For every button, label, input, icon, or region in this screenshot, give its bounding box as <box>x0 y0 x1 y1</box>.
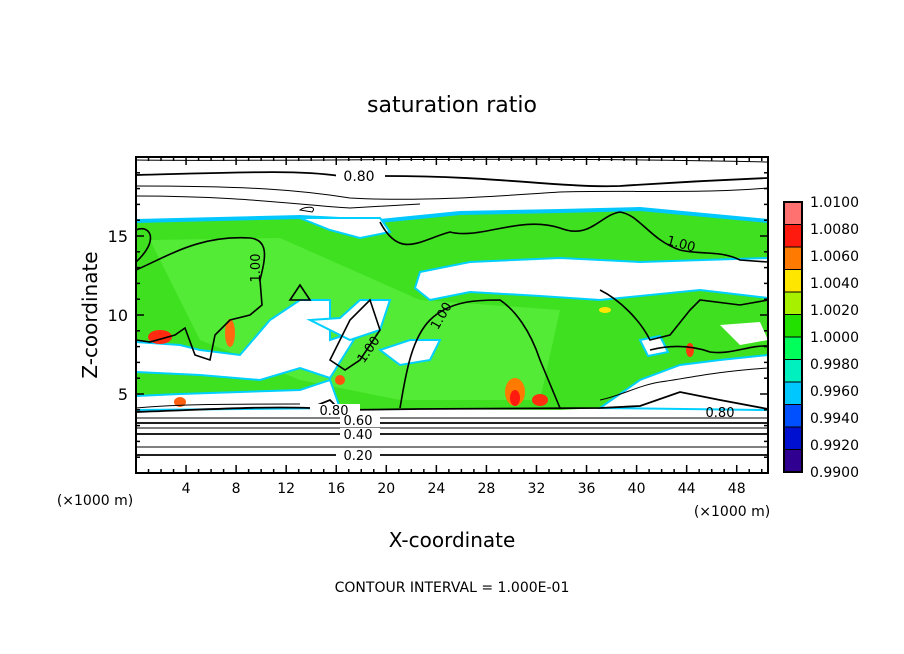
colorbar-segment <box>783 359 803 383</box>
hotspot <box>686 343 694 357</box>
field-gap <box>299 217 392 240</box>
colorbar-segment <box>783 381 803 405</box>
field-gap <box>638 334 670 358</box>
colorbar-label: 1.0000 <box>810 330 859 346</box>
field-gap <box>720 322 768 345</box>
field-gap <box>136 299 363 382</box>
colorbar-label: 0.9940 <box>810 411 859 427</box>
chart-title: saturation ratio <box>367 93 537 118</box>
x-tick-label: 36 <box>578 481 596 497</box>
colorbar-segment <box>783 291 803 315</box>
contour-label: 0.20 <box>344 449 373 464</box>
colorbar-segment <box>783 449 803 473</box>
contour-label: 0.80 <box>706 406 735 421</box>
x-tick-label: 8 <box>232 481 241 497</box>
colorbar-segment <box>783 224 803 248</box>
colorbar-segment <box>783 269 803 293</box>
contour-label: 0.60 <box>344 414 373 429</box>
colorbar-label: 1.0060 <box>810 249 859 265</box>
x-unit-right: (×1000 m) <box>694 504 770 520</box>
x-unit-left: (×1000 m) <box>57 493 133 509</box>
colorbar-label: 1.0080 <box>810 222 859 238</box>
contour-label: 1.00 <box>249 254 264 283</box>
colorbar-label: 0.9980 <box>810 357 859 373</box>
y-tick-label: 5 <box>118 385 128 404</box>
hotspot <box>225 319 235 347</box>
contour-lines-low <box>136 367 768 456</box>
colorbar-label: 0.9900 <box>810 465 859 481</box>
colorbar-label: 1.0100 <box>810 195 859 211</box>
hotspot <box>174 397 186 407</box>
x-tick-label: 32 <box>528 481 546 497</box>
x-tick-label: 44 <box>678 481 696 497</box>
field: 0.80 0.80 0.60 0.40 0.20 0.80 1.00 1.00 … <box>136 158 768 464</box>
colorbar-segment <box>783 404 803 428</box>
x-axis-label: X-coordinate <box>389 528 516 552</box>
colorbar-segment <box>783 426 803 450</box>
hotspot <box>510 390 520 406</box>
x-tick-label: 28 <box>478 481 496 497</box>
colorbar-label: 0.9920 <box>810 438 859 454</box>
x-tick-label: 40 <box>628 481 646 497</box>
field-gap <box>413 256 768 302</box>
x-tick-label: 16 <box>327 481 345 497</box>
x-tick-label: 48 <box>728 481 746 497</box>
x-tick-label: 12 <box>277 481 295 497</box>
colorbar-frame <box>783 201 803 473</box>
colorbar-label: 1.0020 <box>810 303 859 319</box>
contour-label: 0.40 <box>344 428 373 443</box>
x-tick-label: 4 <box>182 481 191 497</box>
contour-lines-high <box>136 158 768 213</box>
y-axis-label: Z-coordinate <box>78 251 102 378</box>
x-tick-label: 24 <box>427 481 445 497</box>
contour-label: 0.80 <box>343 169 374 185</box>
colorbar-segment <box>783 246 803 270</box>
colorbar-label: 1.0040 <box>810 276 859 292</box>
contour-1.00 <box>136 211 768 409</box>
contour-label: 1.00 <box>665 234 697 256</box>
colorbar-label: 0.9960 <box>810 384 859 400</box>
field-gap <box>136 378 342 412</box>
field-gap <box>377 339 442 367</box>
contour-interval-note: CONTOUR INTERVAL = 1.000E-01 <box>335 580 570 596</box>
colorbar: 1.0100 1.0080 1.0060 1.0040 1.0020 1.0000 0.99… <box>783 195 859 481</box>
colorbar-segment <box>783 201 803 225</box>
hotspot <box>599 307 611 313</box>
colorbar-segment <box>783 336 803 360</box>
colorbar-segment <box>783 314 803 338</box>
hotspot <box>532 394 548 406</box>
field-gap <box>596 353 768 412</box>
y-tick-label: 10 <box>108 306 128 325</box>
hotspot <box>335 375 345 385</box>
y-tick-label: 15 <box>108 227 128 246</box>
contour-label: 0.80 <box>320 404 349 419</box>
x-tick-label: 20 <box>377 481 395 497</box>
